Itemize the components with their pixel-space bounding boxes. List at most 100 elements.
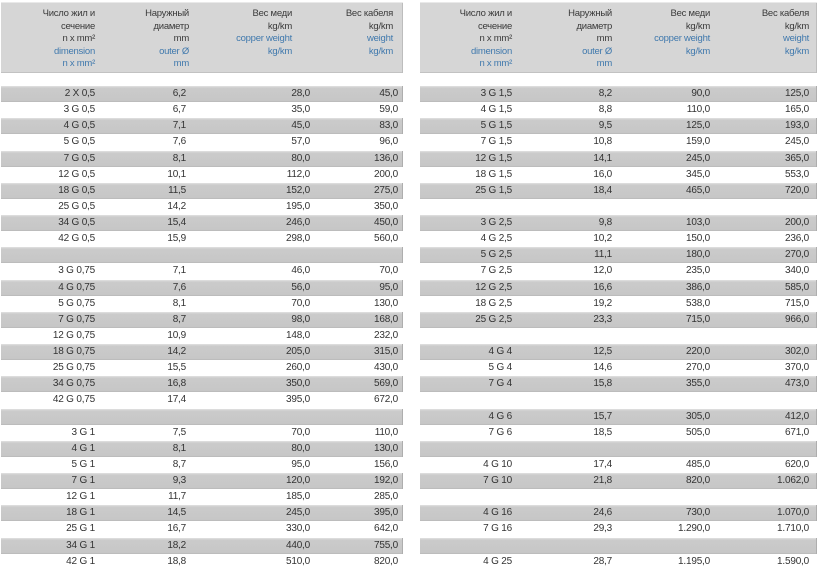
table-cell: 345,0: [685, 168, 710, 180]
header-line-en: mm: [596, 58, 613, 70]
table-cell: 23,3: [593, 313, 612, 325]
table-cell: 4 G 1,5: [480, 104, 513, 116]
table-cell: 510,0: [285, 555, 310, 567]
table-row: 4 G 25 28,7 1.195,0 1.590,0: [420, 554, 817, 570]
header-line-en: outer Ø: [159, 45, 189, 57]
table-cell: 70,0: [379, 265, 398, 277]
table-row: 2 X 0,5 6,2 28,0 45,0: [1, 86, 403, 103]
table-cell: 14,2: [167, 200, 186, 212]
table-row: 25 G 1,5 18,4 465,0 720,0: [420, 182, 817, 199]
header-line-en: weight: [783, 33, 809, 45]
spacer-row: [420, 440, 817, 457]
table-row: 4 G 6 15,7 305,0 412,0: [420, 408, 817, 425]
table-cell: 25 G 1,5: [475, 184, 512, 196]
table-cell: 8,1: [172, 152, 187, 164]
header-line-en: dimension: [53, 45, 95, 57]
table-cell: 2 X 0,5: [64, 88, 95, 99]
spacer-row: [1, 247, 403, 264]
table-cell: 9,3: [172, 475, 187, 486]
table-cell: 302,0: [784, 346, 809, 357]
table-cell: 17,4: [593, 458, 612, 470]
header-line-en: kg/km: [685, 45, 710, 57]
table-row: 42 G 1 18,8 510,0 820,0: [1, 554, 403, 570]
header-line-en: mm: [173, 58, 190, 70]
table-cell: 305,0: [685, 410, 710, 422]
table-cell: 18,5: [593, 426, 612, 438]
table-cell: 16,6: [593, 281, 612, 293]
table-cell: 4 G 1: [71, 442, 96, 454]
table-cell: 80,0: [291, 152, 310, 164]
table-cell: 245,0: [285, 507, 310, 519]
header-cell: Вес меди kg/km copper weight kg/km: [618, 2, 715, 73]
table-row: 34 G 0,75 16,8 350,0 569,0: [1, 376, 403, 393]
table-cell: 136,0: [373, 152, 398, 164]
table-cell: 21,8: [593, 475, 612, 486]
table-cell: 260,0: [285, 362, 310, 374]
table-cell: 165,0: [784, 104, 809, 116]
table-cell: 18,8: [167, 555, 186, 567]
table-row: 4 G 16 24,6 730,0 1.070,0: [420, 505, 817, 522]
table-cell: 15,5: [167, 362, 186, 374]
table-cell: 7 G 1: [71, 475, 96, 486]
table-cell: 192,0: [373, 475, 398, 486]
table-cell: 7 G 0,5: [63, 152, 96, 164]
header-line: Вес меди: [670, 8, 711, 19]
table-row: 12 G 2,5 16,6 386,0 585,0: [420, 279, 817, 296]
table-cell: 148,0: [285, 329, 310, 341]
table-row: 18 G 0,5 11,5 152,0 275,0: [1, 182, 403, 199]
table-cell: 152,0: [285, 184, 310, 196]
cable-table-left: Число жил и сечение n x mm² dimension n x mm…: [1, 0, 403, 570]
table-cell: 9,5: [598, 120, 613, 132]
table-cell: 485,0: [685, 458, 710, 470]
table-cell: 966,0: [784, 313, 809, 325]
table-cell: 450,0: [373, 217, 398, 228]
table-cell: 671,0: [784, 426, 809, 438]
table-cell: 14,2: [167, 346, 186, 357]
header-line: Наружный: [145, 8, 189, 19]
header-line-en: copper weight: [236, 33, 292, 45]
table-cell: 10,1: [167, 168, 186, 180]
table-cell: 125,0: [685, 120, 710, 132]
table-cell: 820,0: [685, 475, 710, 486]
table-cell: 200,0: [784, 217, 809, 228]
table-cell: 245,0: [784, 136, 809, 148]
table-cell: 159,0: [685, 136, 710, 148]
table-row: 42 G 0,75 17,4 395,0 672,0: [1, 392, 403, 408]
table-cell: 285,0: [373, 491, 398, 503]
table-cell: 7 G 0,75: [58, 313, 95, 325]
table-row: 3 G 0,5 6,7 35,0 59,0: [1, 102, 403, 118]
table-cell: 15,9: [167, 233, 186, 245]
table-row: 7 G 10 21,8 820,0 1.062,0: [420, 473, 817, 490]
table-cell: 7 G 2,5: [480, 265, 513, 277]
table-cell: 16,0: [593, 168, 612, 180]
table-row: 5 G 0,5 7,6 57,0 96,0: [1, 134, 403, 150]
table-cell: 15,4: [167, 217, 186, 228]
table-cell: 1.195,0: [678, 555, 710, 567]
table-cell: 5 G 1: [71, 458, 96, 470]
table-cell: 34 G 0,5: [58, 217, 95, 228]
header-line-en: kg/km: [784, 45, 809, 57]
table-row: 4 G 1 8,1 80,0 130,0: [1, 440, 403, 457]
table-cell: 18,2: [167, 539, 186, 551]
table-cell: 34 G 1: [66, 539, 95, 551]
header-line: Число жил и: [42, 8, 96, 19]
table-row: 7 G 0,75 8,7 98,0 168,0: [1, 311, 403, 328]
table-cell: 1.290,0: [678, 523, 710, 535]
table-cell: 80,0: [291, 442, 310, 454]
table-cell: 46,0: [291, 265, 310, 277]
table-cell: 112,0: [286, 168, 310, 180]
table-cell: 12 G 1,5: [475, 152, 512, 164]
table-cell: 245,0: [685, 152, 710, 164]
table-cell: 232,0: [373, 329, 398, 341]
table-cell: 110,0: [374, 426, 398, 438]
table-row: 3 G 1,5 8,2 90,0 125,0: [420, 86, 817, 103]
table-cell: 42 G 0,5: [58, 233, 95, 245]
table-cell: 25 G 0,5: [58, 200, 95, 212]
table-cell: 25 G 2,5: [475, 313, 512, 325]
table-cell: 275,0: [373, 184, 398, 196]
table-cell: 8,7: [172, 313, 187, 325]
header-cell: Число жил и сечение n x mm² dimension n x mm…: [420, 2, 518, 73]
table-cell: 98,0: [291, 313, 310, 325]
